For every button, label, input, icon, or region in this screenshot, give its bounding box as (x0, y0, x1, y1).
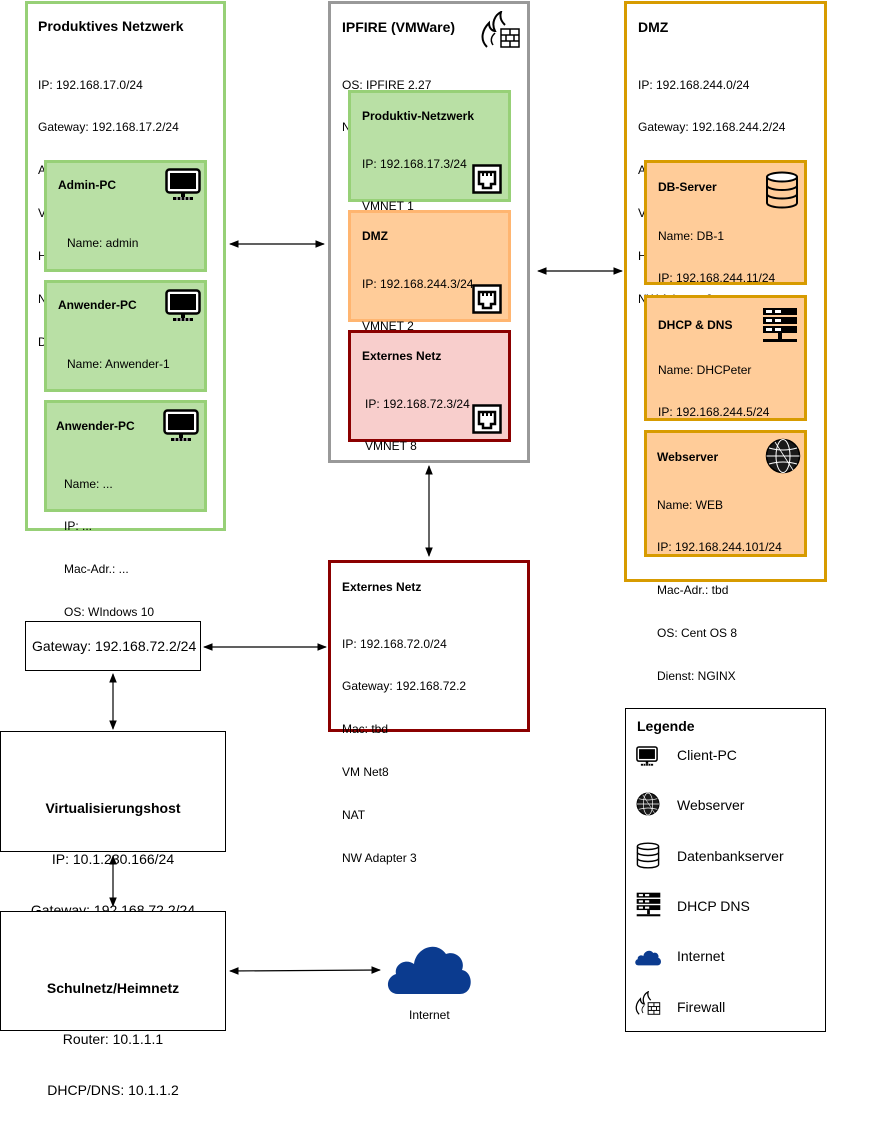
monitor-icon (165, 289, 201, 323)
client-box-anwender-pc-1: Anwender-PC Name: Anwender-1 IP: 192.168… (44, 280, 207, 499)
server-name: Name: DB-1 (658, 228, 725, 243)
port-title: Externes Netz (362, 349, 442, 363)
server-box-dhcp-dns: DHCP & DNS Name: DHCPeter IP: 192.168.24… (644, 295, 807, 505)
connection-arrows (109, 240, 623, 975)
server-os: OS: Cent OS 8 (657, 626, 738, 641)
port-box-extern: Externes Netz IP: 192.168.72.3/24 VMNET … (348, 330, 511, 453)
port-vmnet: VMNET 1 (362, 199, 414, 214)
externes-netz-box: Externes Netz IP: 192.168.72.0/24 Gatewa… (328, 560, 530, 865)
server-box-webserver: Webserver Name: WEB IP: 192.168.244.101/… (644, 430, 807, 683)
database-icon (636, 842, 660, 869)
arrow-schulnetz-internet (229, 966, 381, 975)
port-info: IP: 192.168.72.3/24 VMNET 8 (365, 368, 470, 482)
ipfire-os: OS: IPFIRE 2.27 (342, 77, 432, 92)
client-title: Admin-PC (58, 178, 116, 192)
legend-label: Internet (677, 948, 725, 964)
legend-label: Client-PC (677, 747, 737, 763)
port-ip: IP: 192.168.244.3/24 (362, 276, 474, 291)
monitor-icon (163, 409, 199, 443)
port-title: DMZ (362, 229, 388, 243)
server-box-db: DB-Server Name: DB-1 IP: 192.168.244.11/… (644, 160, 807, 414)
ethernet-port-icon (472, 284, 502, 314)
legend-label: Firewall (677, 999, 726, 1015)
ipfire-title: IPFIRE (VMWare) (342, 19, 456, 35)
virt-title: Virtualisierungshost (45, 800, 181, 816)
client-box-anwender-pc-2: Anwender-PC Name: ... IP: ... Mac-Adr.: … (44, 400, 207, 619)
legend-box: Legende Client-PC Webserver Datenbankser… (625, 708, 826, 1032)
globe-icon (636, 792, 660, 816)
server-title: Webserver (657, 450, 719, 464)
client-ip: IP: ... (64, 519, 93, 534)
client-box-admin-pc: Admin-PC Name: admin IP: 192.168.244.10/… (44, 160, 207, 378)
extern-ip: IP: 192.168.72.0/24 (342, 636, 447, 651)
virt-ip: IP: 10.1.230.166/24 (51, 851, 175, 867)
client-name: Name: admin (67, 235, 139, 250)
port-ip: IP: 192.168.17.3/24 (362, 156, 467, 171)
client-name: Name: ... (64, 476, 113, 491)
schulnetz-router: Router: 10.1.1.1 (62, 1031, 164, 1047)
client-os: OS: WIndows 10 (64, 605, 155, 620)
port-box-produktiv: Produktiv-Netzwerk IP: 192.168.17.3/24 V… (348, 90, 511, 213)
firewall-icon (479, 11, 521, 51)
legend-title: Legende (637, 718, 695, 734)
server-name: Name: WEB (657, 497, 724, 512)
client-name: Name: Anwender-1 (67, 356, 170, 371)
virtualisierungshost-box: Virtualisierungshost IP: 10.1.230.166/24… (0, 731, 226, 918)
firewall-icon (634, 991, 661, 1017)
legend-label: Datenbankserver (677, 848, 784, 864)
extern-gateway: Gateway: 192.168.72.2 (342, 679, 467, 694)
client-title: Anwender-PC (56, 419, 135, 433)
client-title: Anwender-PC (58, 298, 137, 312)
extern-title: Externes Netz (342, 580, 422, 594)
server-mac: Mac-Adr.: tbd (657, 583, 729, 598)
extern-info: IP: 192.168.72.0/24 Gateway: 192.168.72.… (342, 608, 466, 894)
schulnetz-box: Schulnetz/Heimnetz Router: 10.1.1.1 DHCP… (0, 911, 226, 1098)
client-mac: Mac-Adr.: ... (64, 562, 129, 577)
server-title: DHCP & DNS (658, 318, 733, 332)
cloud-icon (634, 948, 662, 966)
extern-nat: NAT (342, 808, 366, 823)
legend-label: DHCP DNS (677, 898, 750, 914)
extern-vmnet: VM Net8 (342, 765, 389, 780)
schulnetz-dhcp: DHCP/DNS: 10.1.1.2 (47, 1082, 179, 1098)
port-vmnet: VMNET 2 (362, 319, 414, 334)
port-title: Produktiv-Netzwerk (362, 109, 475, 123)
server-info: Name: WEB IP: 192.168.244.101/24 Mac-Adr… (657, 469, 782, 712)
monitor-icon (165, 168, 201, 202)
server-ip: IP: 192.168.244.11/24 (658, 271, 776, 286)
legend-label: Webserver (677, 797, 745, 813)
gateway-label: Gateway: 192.168.72.2/24 (32, 638, 197, 654)
cloud-icon (384, 938, 474, 996)
ethernet-port-icon (472, 404, 502, 434)
server-title: DB-Server (658, 180, 717, 194)
port-info: IP: 192.168.244.3/24 VMNET 2 (362, 248, 473, 362)
client-info: Name: ... IP: ... Mac-Adr.: ... OS: WInd… (64, 448, 154, 648)
extern-adapter: NW Adapter 3 (342, 851, 417, 866)
extern-mac: Mac: tbd (342, 722, 389, 737)
port-info: IP: 192.168.17.3/24 VMNET 1 (362, 128, 467, 242)
schulnetz-title: Schulnetz/Heimnetz (46, 980, 180, 996)
dmz-gateway: Gateway: 192.168.244.2/24 (638, 120, 786, 135)
server-rack-icon (636, 892, 661, 917)
port-vmnet: VMNET 8 (365, 439, 417, 454)
gateway-box: Gateway: 192.168.72.2/24 (25, 621, 201, 671)
produktiv-gateway: Gateway: 192.168.17.2/24 (38, 120, 179, 135)
monitor-icon (636, 746, 658, 767)
port-ip: IP: 192.168.72.3/24 (365, 396, 470, 411)
produktiv-title: Produktives Netzwerk (38, 18, 184, 34)
internet-label: Internet (409, 1008, 450, 1022)
server-ip: IP: 192.168.244.5/24 (658, 405, 770, 420)
server-service: Dienst: NGINX (657, 669, 736, 684)
server-name: Name: DHCPeter (658, 362, 752, 377)
dmz-ip: IP: 192.168.244.0/24 (638, 77, 750, 92)
produktiv-ip: IP: 192.168.17.0/24 (38, 77, 143, 92)
port-box-dmz: DMZ IP: 192.168.244.3/24 VMNET 2 (348, 210, 511, 333)
dmz-title: DMZ (638, 19, 669, 35)
server-ip: IP: 192.168.244.101/24 (657, 540, 782, 555)
ethernet-port-icon (472, 164, 502, 194)
